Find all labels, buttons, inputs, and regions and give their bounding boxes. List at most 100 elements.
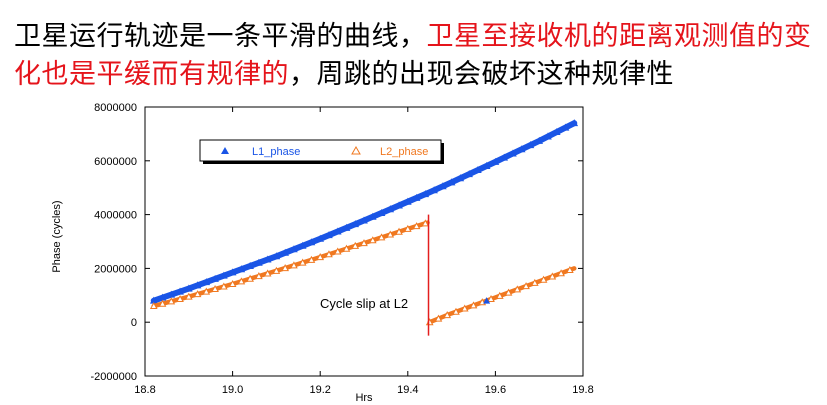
data-point — [333, 247, 342, 255]
data-point — [509, 149, 517, 157]
data-point — [219, 282, 228, 290]
data-point — [176, 294, 184, 302]
legend-label-l2: L2_phase — [380, 146, 428, 158]
data-point — [395, 227, 403, 235]
x-tick-label: 19.0 — [222, 384, 243, 396]
data-point — [307, 255, 316, 263]
data-point — [487, 294, 495, 303]
data-point — [290, 261, 298, 269]
data-point — [421, 190, 430, 198]
data-point — [246, 274, 254, 282]
data-point — [539, 275, 548, 283]
headline-text: 卫星运行轨迹是一条平滑的曲线，卫星至接收机的距离观测值的变化也是平缓而有规律的，… — [14, 18, 820, 94]
data-point — [430, 186, 438, 194]
data-point — [504, 288, 513, 296]
data-point — [316, 234, 325, 242]
data-point — [544, 132, 552, 140]
data-point — [412, 193, 421, 201]
data-point — [377, 208, 386, 216]
series-L2_phase — [149, 219, 577, 326]
data-point — [513, 285, 522, 293]
data-point — [500, 153, 509, 161]
data-point — [530, 278, 539, 286]
data-point — [255, 272, 263, 280]
data-point — [456, 174, 465, 182]
data-point — [176, 287, 184, 295]
data-point — [368, 212, 377, 220]
data-point — [535, 136, 544, 144]
y-tick-label: 8000000 — [94, 102, 137, 114]
series-L1_phase — [149, 119, 579, 304]
data-point — [167, 290, 176, 298]
data-point — [561, 123, 570, 131]
data-point — [474, 166, 482, 174]
data-point — [552, 127, 561, 136]
data-point — [202, 278, 211, 286]
data-point — [351, 220, 360, 228]
x-tick-label: 19.4 — [397, 384, 418, 396]
legend-marker-l1 — [221, 147, 229, 154]
data-point — [360, 239, 368, 247]
x-tick-label: 19.2 — [309, 384, 330, 396]
data-point — [403, 197, 412, 205]
headline-part2-red: 卫星至接收机的距离观测值的变化也是平缓而有规律的 — [14, 21, 812, 90]
data-point — [193, 290, 202, 298]
data-point — [447, 178, 456, 186]
data-point — [281, 264, 290, 272]
data-point — [237, 277, 246, 285]
data-point — [526, 141, 535, 149]
data-point — [412, 222, 421, 230]
x-tick-label: 18.8 — [134, 384, 155, 396]
data-point — [465, 170, 473, 178]
data-point — [548, 272, 557, 280]
data-point — [342, 244, 351, 252]
headline-part1: 卫星运行轨迹是一条平滑的曲线， — [14, 21, 427, 52]
data-point — [395, 201, 403, 209]
series-line — [151, 220, 430, 309]
plot-frame — [144, 106, 584, 377]
data-point — [482, 161, 491, 169]
y-tick-label: 4000000 — [94, 210, 137, 222]
data-point — [255, 258, 263, 266]
data-point — [386, 230, 395, 238]
data-point — [184, 292, 193, 300]
legend-box — [199, 139, 442, 162]
data-point — [219, 271, 228, 279]
data-point — [228, 279, 237, 288]
data-point — [570, 119, 579, 127]
y-tick-label: 0 — [131, 317, 137, 329]
data-point — [211, 285, 219, 293]
legend-marker-l2 — [351, 145, 361, 155]
data-point — [522, 282, 530, 290]
data-point — [272, 266, 281, 274]
data-point — [438, 182, 447, 190]
headline-part3: ，周跳的出现会破坏这种规律性 — [289, 59, 674, 90]
data-point — [167, 297, 176, 305]
data-point — [333, 227, 342, 235]
data-point — [566, 265, 574, 274]
data-point — [452, 307, 460, 315]
data-point — [272, 252, 281, 260]
data-point — [517, 145, 526, 153]
x-axis-label: Hrs — [355, 392, 373, 404]
y-tick-label: -2000000 — [91, 371, 138, 383]
y-tick-label: 2000000 — [94, 263, 137, 275]
data-point — [211, 274, 219, 282]
data-point — [434, 314, 443, 322]
data-point — [360, 216, 368, 224]
data-point — [193, 281, 202, 289]
y-axis-label: Phase (cycles) — [51, 200, 63, 272]
data-point — [184, 284, 193, 292]
data-point — [368, 236, 377, 244]
data-point — [325, 231, 333, 239]
data-point — [421, 219, 430, 227]
y-tick-label: 6000000 — [94, 156, 137, 168]
data-point — [281, 248, 290, 256]
data-point — [443, 311, 452, 319]
data-point — [460, 304, 469, 312]
data-point — [263, 269, 272, 277]
data-point — [237, 265, 246, 273]
data-point — [228, 268, 237, 276]
data-point — [246, 261, 254, 269]
